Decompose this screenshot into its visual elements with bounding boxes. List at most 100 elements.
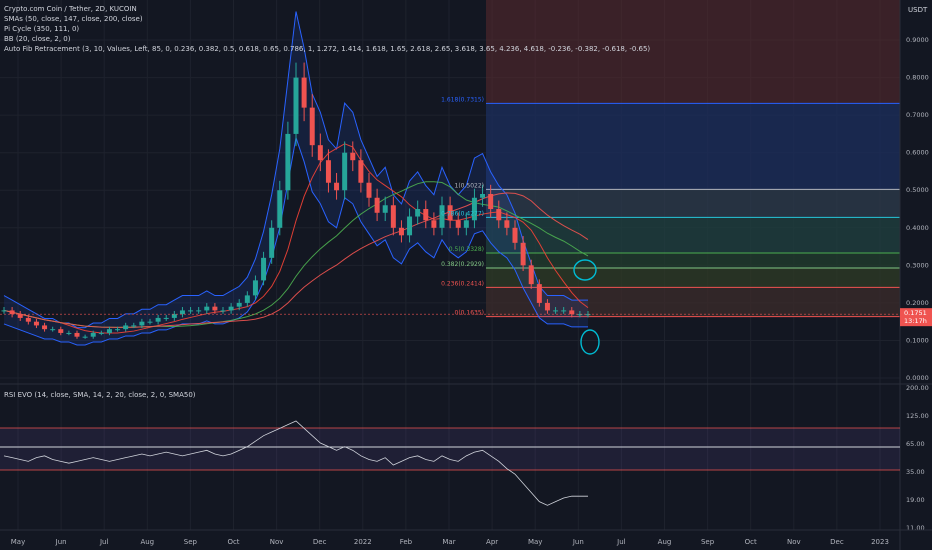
drawn-annotations	[573, 259, 600, 355]
rsi-tick-label: 19.00	[906, 496, 925, 504]
candle-body	[334, 182, 340, 191]
x-tick-label: Nov	[270, 538, 284, 546]
time-axis[interactable]: May Jun Jul Aug Sep Oct Nov Dec 2022 Feb Mar Apr May…	[0, 529, 932, 546]
candle-body	[155, 317, 161, 322]
fib-labels: 1.618(0.7315) 1(0.5022) 0.786(0.4277) 0.5(0…	[441, 96, 484, 316]
candle-body	[58, 329, 64, 333]
y-tick-label: 0.3000	[906, 261, 929, 269]
candle-body	[342, 152, 348, 191]
fib-label: 0.5(0.3328)	[449, 246, 484, 253]
y-tick-label: 0.1000	[906, 336, 929, 344]
fib-boxes	[486, 0, 900, 318]
x-tick-label: May	[528, 538, 542, 546]
candle-body	[269, 227, 275, 258]
candle-body	[301, 77, 307, 108]
fib-label: 0(0.1635)	[455, 310, 485, 317]
x-tick-label: Oct	[745, 538, 757, 546]
annotation-circle	[580, 329, 600, 355]
candle-body	[480, 194, 486, 198]
candles	[0, 62, 900, 339]
x-tick-label: 2022	[354, 538, 372, 546]
candle-body	[520, 242, 526, 266]
candle-body	[358, 160, 364, 183]
x-tick-label: Jul	[616, 538, 626, 546]
y-tick-label: 0.8000	[906, 74, 929, 82]
y-tick-label: 0.2000	[906, 299, 929, 307]
rsi-band	[0, 428, 900, 470]
candle-body	[569, 310, 575, 315]
candle-body	[382, 205, 388, 213]
legend-pi[interactable]: Pi Cycle (350, 111, 0)	[4, 25, 80, 33]
x-tick-label: 2023	[871, 538, 889, 546]
candle-body	[261, 257, 267, 281]
candle-body	[398, 227, 404, 236]
rsi-legend[interactable]: RSI EVO (14, close, SMA, 14, 2, 20, clos…	[4, 391, 196, 399]
candle-body	[439, 205, 445, 228]
rsi-tick-label: 200.00	[906, 384, 929, 392]
y-tick-label: 0.5000	[906, 186, 929, 194]
candle-body	[431, 220, 437, 228]
candle-body	[115, 329, 121, 331]
legend-smas[interactable]: SMAs (50, close, 147, close, 200, close)	[4, 15, 143, 23]
rsi-line	[3, 420, 588, 506]
x-tick-label: Dec	[313, 538, 327, 546]
candle-body	[82, 336, 88, 338]
candle-body	[204, 306, 210, 311]
candle-body	[317, 145, 323, 161]
candle-body	[74, 332, 80, 337]
x-tick-label: Sep	[184, 538, 198, 546]
fib-label: 0.786(0.4277)	[441, 210, 484, 217]
y-tick-label: 0.7000	[906, 111, 929, 119]
x-tick-label: Nov	[787, 538, 801, 546]
fib-zone	[486, 217, 900, 254]
candle-body	[544, 302, 550, 311]
candle-body	[350, 152, 356, 161]
candle-body	[471, 197, 477, 221]
y-tick-label: 0.9000	[906, 36, 929, 44]
candle-body	[131, 325, 137, 327]
candle-body	[407, 216, 413, 236]
x-tick-label: Aug	[140, 538, 154, 546]
legend-title[interactable]: Crypto.com Coin / Tether, 2D, KUCOIN	[4, 5, 137, 13]
legend-fib[interactable]: Auto Fib Retracement (3, 10, Values, Lef…	[4, 45, 651, 53]
fib-zone	[486, 287, 900, 317]
rsi-pane[interactable]: 200.00 125.00 65.00 35.00 19.00 11.00	[0, 383, 932, 532]
candle-body	[390, 205, 396, 228]
candle-body	[488, 194, 494, 210]
candle-body	[423, 209, 429, 221]
candle-body	[42, 325, 48, 330]
bb-upper	[3, 11, 588, 329]
annotation-circle	[573, 259, 597, 281]
candle-body	[512, 227, 518, 243]
candle-body	[98, 332, 104, 334]
candle-body	[90, 332, 96, 337]
x-tick-label: Jun	[55, 538, 67, 546]
candle-body	[577, 314, 583, 316]
candle-body	[147, 321, 153, 323]
candle-body	[196, 310, 202, 312]
fib-zone	[486, 268, 900, 288]
chart-legend: Crypto.com Coin / Tether, 2D, KUCOIN SMA…	[4, 4, 650, 54]
candle-body	[252, 280, 258, 296]
candle-body	[106, 329, 112, 333]
rsi-tick-label: 35.00	[906, 468, 925, 476]
fib-label: 1(0.5022)	[455, 182, 485, 189]
price-axis[interactable]: 0.9000 0.8000 0.7000 0.6000 0.5000 0.4000 0.30…	[899, 0, 932, 550]
candle-body	[244, 295, 250, 303]
candle-body	[277, 190, 283, 228]
fib-zone-top	[486, 0, 900, 104]
candle-body	[561, 310, 567, 312]
x-tick-label: Feb	[400, 538, 413, 546]
legend-bb[interactable]: BB (20, close, 2, 0)	[4, 35, 71, 43]
x-tick-label: Jul	[99, 538, 109, 546]
candle-body	[496, 209, 502, 221]
candle-body	[163, 317, 169, 319]
fib-label: 1.618(0.7315)	[441, 96, 484, 103]
candle-body	[504, 220, 510, 228]
x-tick-label: Dec	[830, 538, 844, 546]
candle-body	[212, 306, 218, 311]
candle-body	[528, 265, 534, 285]
fib-zone	[486, 189, 900, 218]
candle-body	[50, 329, 56, 331]
